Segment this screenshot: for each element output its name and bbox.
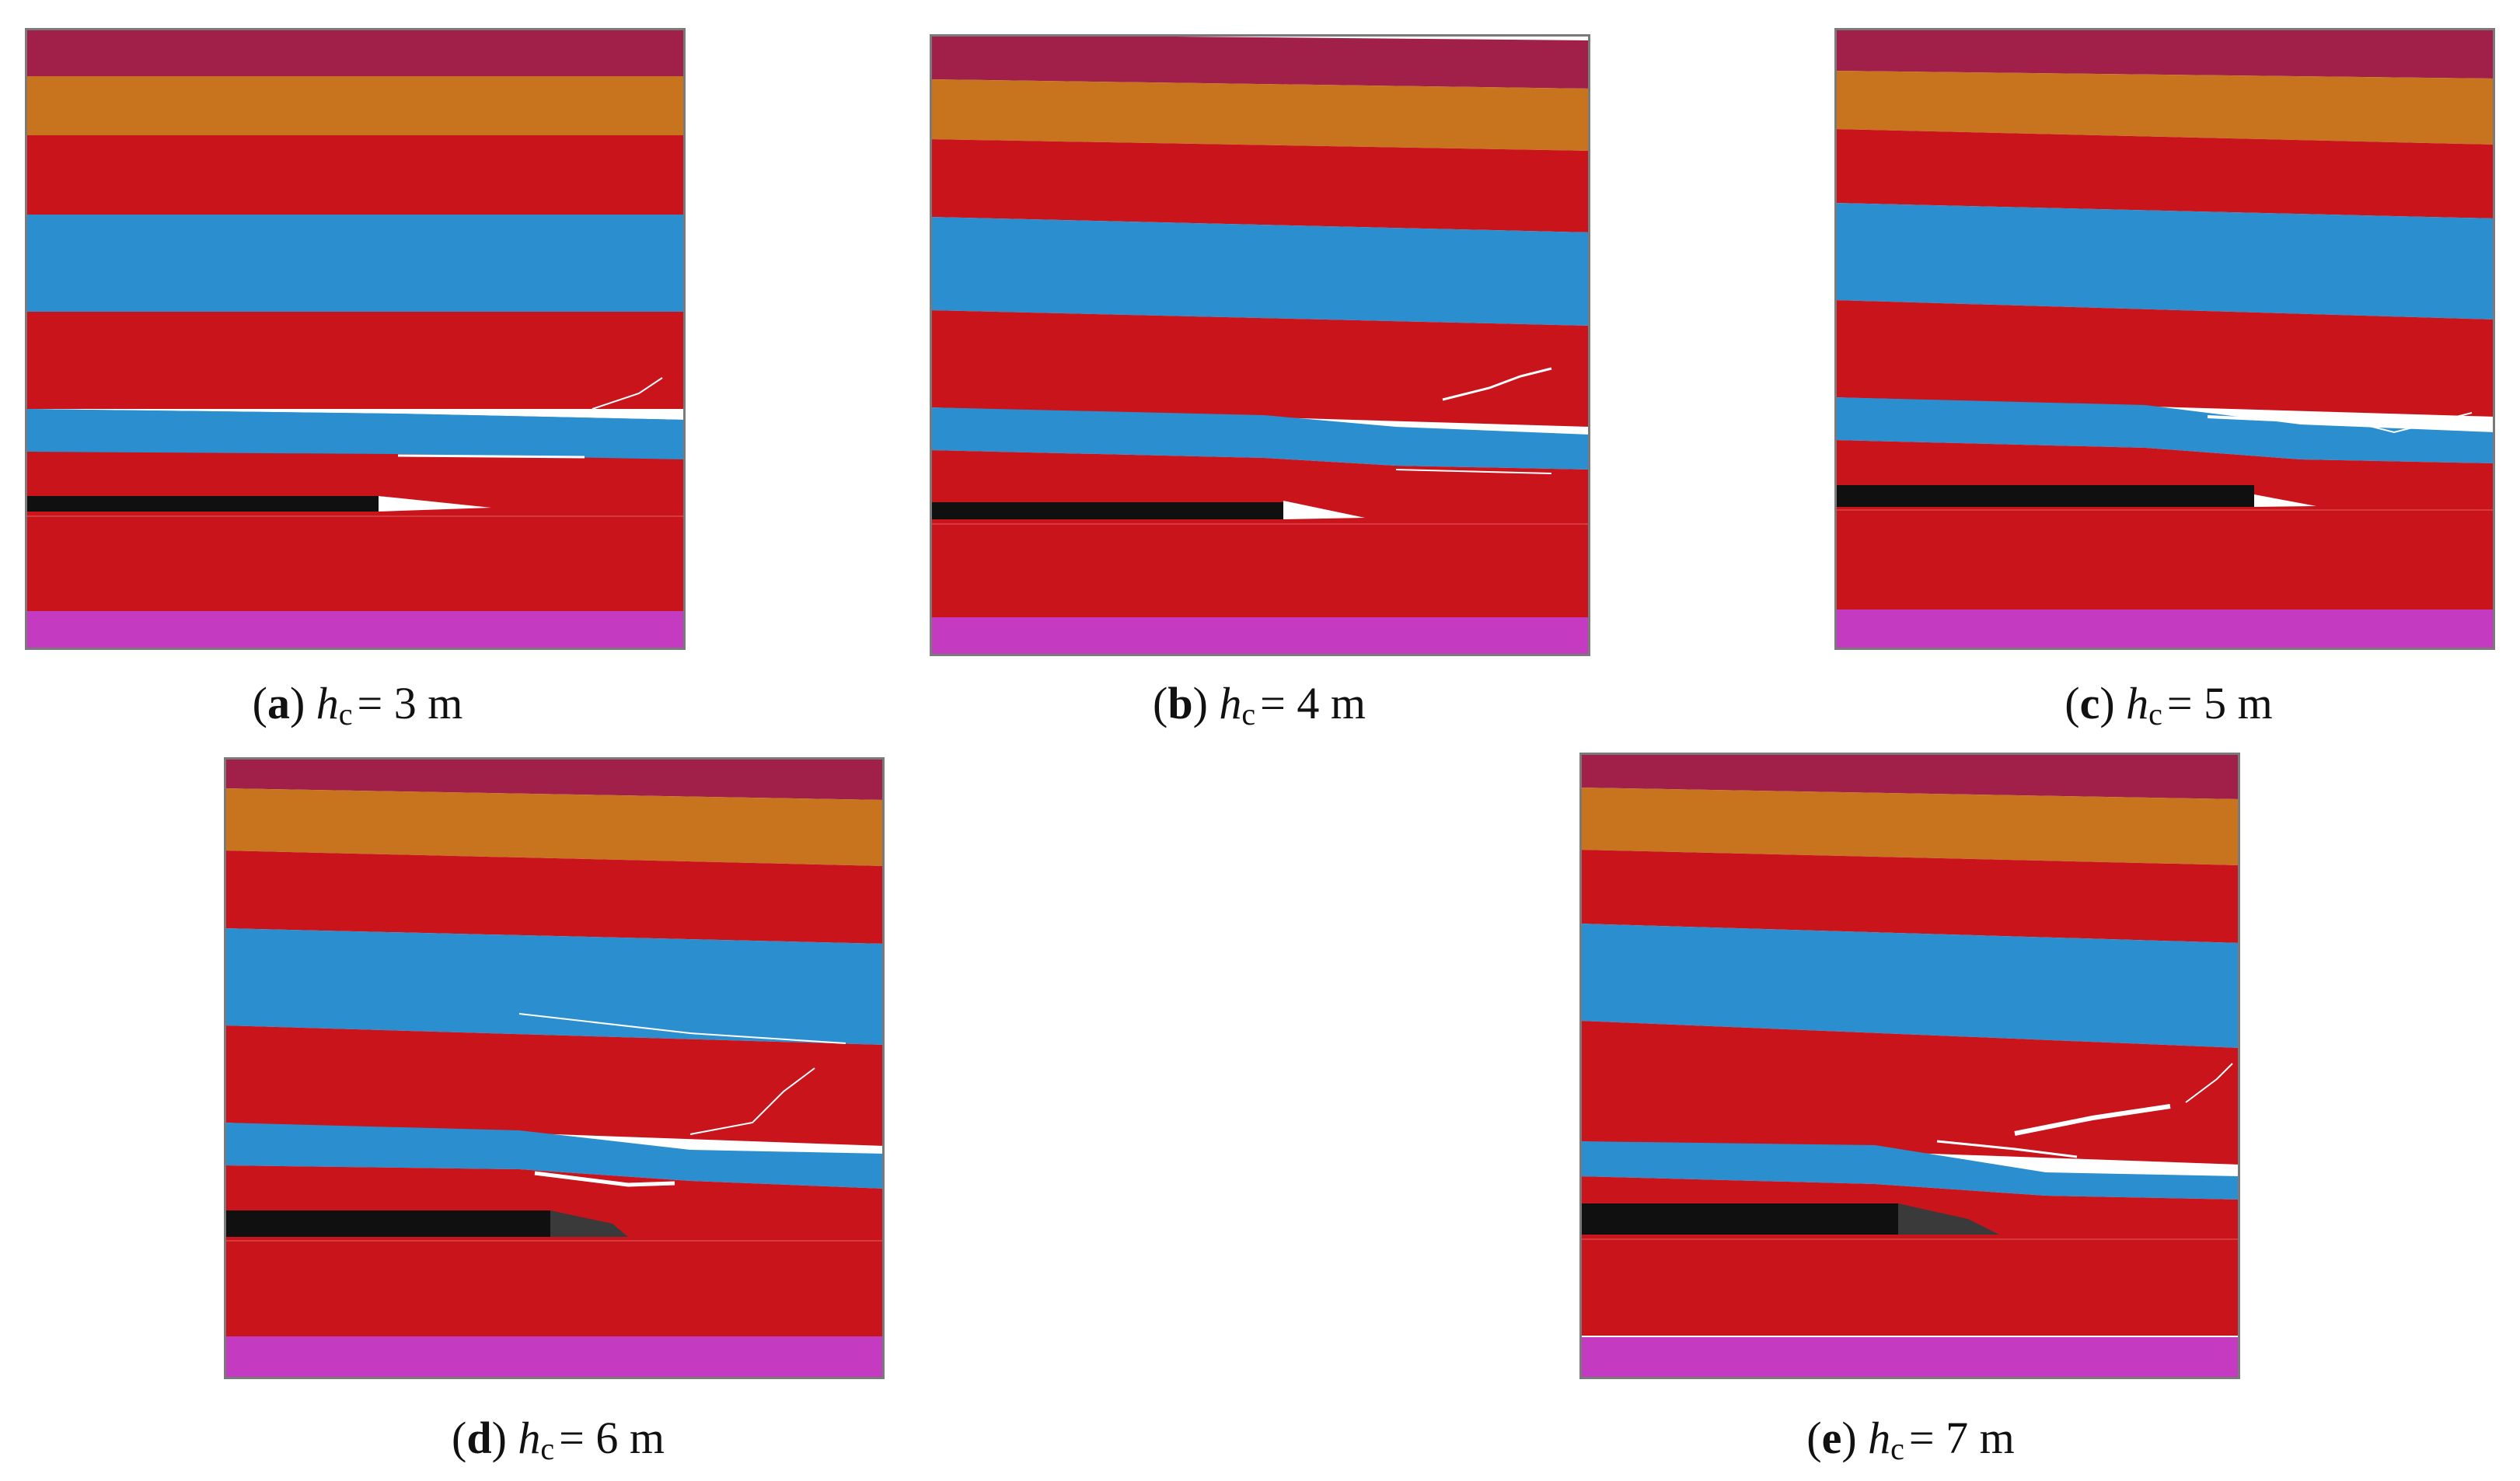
caption-c: (c) hc = 5 m: [2065, 678, 2273, 732]
red-layer: [1579, 850, 2240, 943]
crack: [397, 454, 585, 459]
crack: [518, 1013, 846, 1044]
red-layer: [930, 139, 1590, 232]
goaf-rubble: [1898, 1203, 1999, 1235]
red-layer: [1579, 1176, 2240, 1336]
coal-seam: [224, 1210, 550, 1237]
red-layer: [1579, 1021, 2240, 1165]
blue-layer-lower: [224, 1123, 885, 1189]
blue-layer-upper: [1834, 203, 2495, 320]
red-layer: [1834, 129, 2495, 218]
blue-layer-upper: [1579, 924, 2240, 1048]
crack: [2347, 412, 2473, 434]
red-layer: [25, 135, 686, 215]
blue-layer-upper: [224, 928, 885, 1045]
blue-layer-upper: [25, 215, 686, 312]
crack: [2014, 1104, 2171, 1136]
goaf-rubble: [550, 1210, 628, 1237]
crack: [534, 1171, 675, 1187]
red-layer: [224, 1165, 885, 1336]
top-layer: [25, 28, 686, 76]
coal-seam: [1834, 485, 2254, 507]
top-layer: [1834, 28, 2495, 79]
red-layer: [25, 312, 686, 409]
red-layer: [224, 1025, 885, 1146]
caption-b: (b) hc = 4 m: [1152, 678, 1366, 732]
blue-layer-lower: [930, 407, 1590, 470]
orange-layer: [1579, 788, 2240, 865]
crack: [1442, 367, 1552, 401]
panel-d-image: [224, 757, 885, 1379]
caption-d: (d) hc = 6 m: [451, 1413, 665, 1466]
goaf-void: [1283, 501, 1365, 519]
coal-seam: [25, 496, 382, 512]
orange-layer: [25, 76, 686, 135]
panel-b-image: [930, 34, 1590, 656]
orange-layer: [930, 79, 1590, 151]
caption-a: (a) hc = 3 m: [252, 678, 463, 732]
red-layer: [930, 450, 1590, 617]
panel-a-image: [25, 28, 686, 650]
blue-layer-lower-fix: [25, 409, 686, 459]
bottom-layer: [1834, 610, 2495, 650]
panel-e-image: [1579, 753, 2240, 1379]
red-layer: [25, 452, 686, 634]
crack: [2207, 415, 2441, 427]
top-layer: [930, 34, 1590, 89]
crack: [2185, 1063, 2233, 1103]
orange-layer: [1834, 71, 2495, 145]
red-layer: [224, 851, 885, 944]
crack: [1936, 1140, 2078, 1158]
blue-layer-lower: [1834, 397, 2495, 463]
blue-layer-upper: [930, 217, 1590, 326]
orange-layer: [224, 788, 885, 866]
bottom-layer: [930, 617, 1590, 656]
crack: [592, 377, 663, 410]
red-layer: [1834, 440, 2495, 611]
blue-layer-lower: [1579, 1141, 2240, 1200]
top-layer: [1579, 753, 2240, 799]
top-layer: [224, 757, 885, 800]
crack: [689, 1067, 815, 1135]
panel-c-image: [1834, 28, 2495, 650]
red-layer: [930, 310, 1590, 427]
bottom-layer: [224, 1336, 885, 1379]
caption-e: (e) hc = 7 m: [1806, 1413, 2015, 1466]
goaf-void: [379, 496, 491, 512]
goaf-void: [2254, 494, 2316, 507]
red-layer: [1834, 300, 2495, 417]
coal-seam: [930, 502, 1286, 519]
bottom-layer: [1579, 1337, 2240, 1379]
crack: [1395, 469, 1552, 474]
bottom-layer: [25, 611, 686, 650]
coal-seam: [1579, 1203, 1898, 1235]
